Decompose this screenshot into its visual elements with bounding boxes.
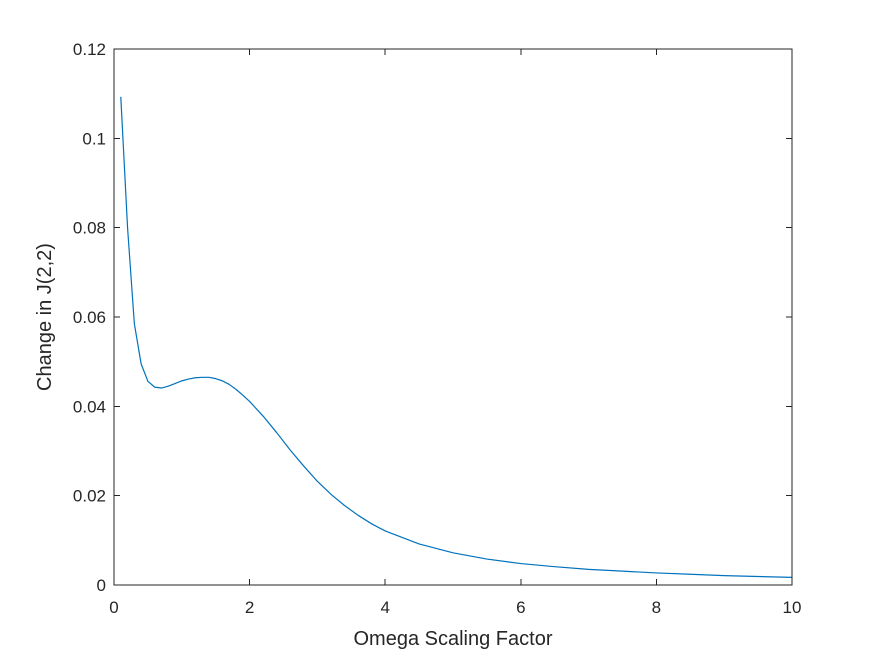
x-tick-label: 2: [245, 598, 254, 617]
y-tick-label: 0.02: [73, 487, 106, 506]
x-tick-label: 10: [783, 598, 802, 617]
y-tick-label: 0.12: [73, 40, 106, 59]
plot-area: [114, 49, 792, 585]
x-tick-label: 4: [380, 598, 389, 617]
series-line-0: [120, 96, 793, 579]
x-tick-label: 0: [109, 598, 118, 617]
y-tick-label: 0: [97, 576, 106, 595]
y-tick-label: 0.04: [73, 397, 106, 416]
y-axis-label: Change in J(2,2): [34, 243, 56, 391]
y-tick-label: 0.08: [73, 219, 106, 238]
ticks-layer: 0 2 4 6 8 10 0 0.02 0.04 0.06 0.08 0.1 0.12: [73, 40, 802, 617]
x-tick-label: 6: [516, 598, 525, 617]
y-tick-label: 0.06: [73, 308, 106, 327]
x-axis-label: Omega Scaling Factor: [354, 628, 553, 650]
x-tick-label: 8: [652, 598, 661, 617]
series-layer: [120, 96, 793, 579]
y-tick-label: 0.1: [82, 129, 106, 148]
